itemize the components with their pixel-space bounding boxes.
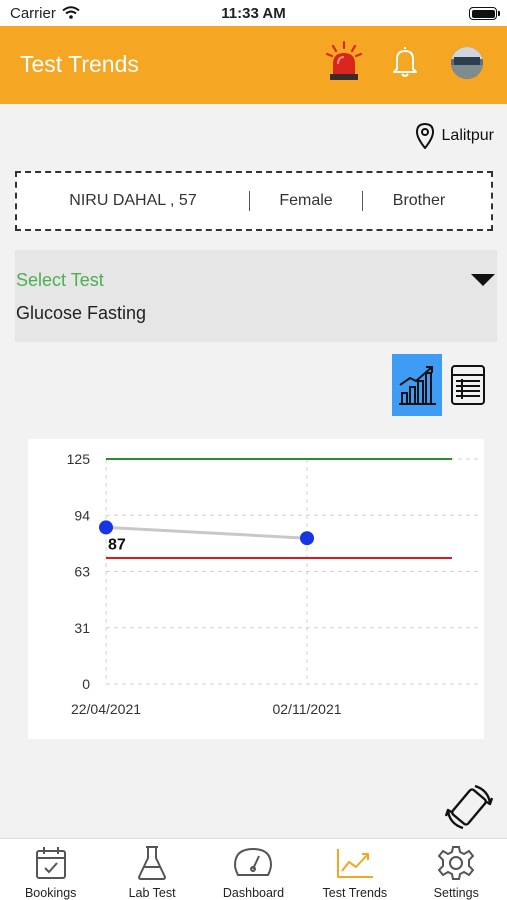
location-selector[interactable]: Lalitpur	[415, 122, 494, 150]
patient-relation: Brother	[392, 192, 446, 209]
wifi-icon	[62, 6, 80, 23]
table-view-button[interactable]	[448, 362, 488, 408]
patient-name-age: NIRU DAHAL , 57	[69, 192, 197, 209]
trend-chart: 125 94 63 31 0 22/04/2021 02/11/2021 87	[28, 439, 484, 739]
tab-test-trends[interactable]: Test Trends	[304, 839, 405, 900]
x-tick-label: 02/11/2021	[272, 701, 341, 717]
rotate-screen-icon[interactable]	[444, 782, 494, 837]
trend-chart-svg: 125 94 63 31 0 22/04/2021 02/11/2021 87	[67, 451, 478, 717]
tab-label: Dashboard	[222, 886, 285, 900]
status-time: 11:33 AM	[221, 5, 286, 22]
flask-icon	[138, 846, 167, 880]
x-tick-label: 22/04/2021	[71, 701, 141, 717]
calendar-check-icon	[35, 847, 66, 879]
speedometer-icon	[234, 847, 273, 876]
battery-icon	[469, 7, 500, 20]
bottom-tab-bar: Bookings Lab Test Dashboard	[0, 838, 507, 900]
select-test-label: Select Test	[16, 270, 104, 290]
y-tick-label: 94	[74, 507, 90, 523]
divider	[249, 191, 250, 211]
series-line	[105, 525, 308, 540]
y-tick-label: 125	[67, 451, 91, 467]
chart-view-button[interactable]	[392, 354, 442, 416]
tab-label: Lab Test	[128, 886, 176, 900]
y-tick-label: 0	[82, 676, 90, 692]
tab-label: Bookings	[24, 886, 77, 900]
y-tick-label: 31	[74, 620, 90, 636]
tab-dashboard[interactable]: Dashboard	[203, 839, 304, 900]
app-header: Test Trends	[0, 26, 507, 104]
table-icon	[451, 365, 485, 405]
carrier-label: Carrier	[10, 5, 56, 22]
data-point	[300, 531, 314, 546]
user-avatar[interactable]	[451, 47, 483, 79]
patient-gender: Female	[279, 192, 333, 209]
selected-test-value: Glucose Fasting	[16, 303, 147, 323]
gear-icon	[438, 846, 475, 880]
view-toggle	[392, 354, 492, 416]
tab-lab-test[interactable]: Lab Test	[101, 839, 202, 900]
tab-label: Settings	[433, 886, 479, 900]
page-title: Test Trends	[20, 51, 139, 77]
test-select-dropdown[interactable]: Select Test Glucose Fasting	[15, 250, 497, 342]
location-name: Lalitpur	[441, 127, 494, 144]
main-content: Lalitpur NIRU DAHAL , 57 Female Brother …	[0, 104, 507, 838]
y-tick-label: 63	[74, 564, 90, 580]
tab-bookings[interactable]: Bookings	[0, 839, 101, 900]
notification-bell-icon[interactable]	[390, 44, 420, 83]
tab-label: Test Trends	[322, 886, 388, 900]
emergency-siren-icon[interactable]	[325, 40, 363, 87]
dropdown-arrow-icon	[471, 274, 495, 286]
status-bar: Carrier 11:33 AM	[0, 0, 507, 26]
location-pin-icon	[415, 123, 434, 149]
patient-info-card[interactable]: NIRU DAHAL , 57 Female Brother	[15, 171, 493, 231]
data-label: 87	[108, 536, 126, 553]
trend-chart-icon	[336, 849, 373, 878]
divider	[362, 191, 363, 211]
bar-chart-icon	[399, 366, 436, 405]
data-point	[99, 520, 113, 535]
tab-settings[interactable]: Settings	[406, 839, 507, 900]
